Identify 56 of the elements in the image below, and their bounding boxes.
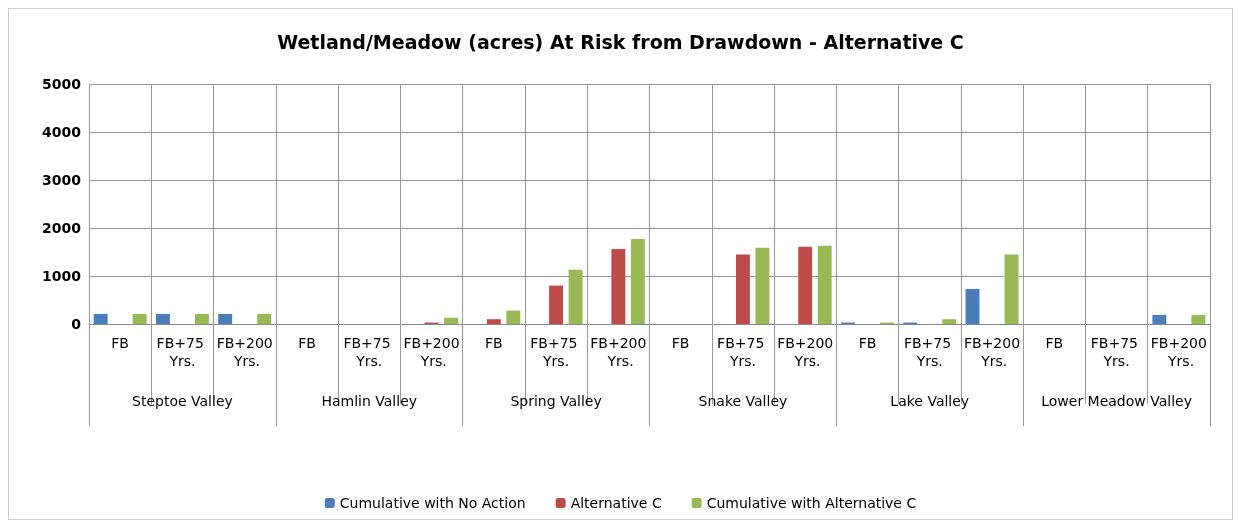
legend-label: Alternative C — [570, 495, 662, 511]
y-tick-label: 5000 — [42, 76, 82, 92]
text: Steptoe Valley — [132, 393, 233, 409]
y-tick-label: 3000 — [42, 172, 82, 188]
bar — [194, 313, 209, 324]
bar — [817, 245, 832, 324]
x-tick-label: FB+75 Yrs. — [1090, 335, 1143, 369]
x-tick-label: FB+200 Yrs. — [590, 335, 647, 369]
bar — [630, 239, 645, 324]
y-tick-label: 2000 — [42, 220, 82, 236]
legend-label: Cumulative with Alternative C — [706, 495, 917, 511]
x-tick-label: FB+200 Yrs. — [403, 335, 460, 369]
text: Spring Valley — [510, 393, 602, 409]
y-tick-label: 1000 — [42, 268, 82, 284]
x-tick-label: FB — [484, 335, 503, 351]
bar — [93, 313, 108, 324]
bar — [444, 317, 458, 324]
bar — [549, 285, 564, 324]
bar — [611, 249, 626, 324]
bar — [965, 288, 980, 324]
bar — [568, 269, 583, 324]
chart-title: Wetland/Meadow (acres) At Risk from Drawdown - Alternative C — [277, 30, 964, 53]
bar — [218, 313, 233, 324]
bar — [155, 313, 170, 324]
bar — [755, 247, 770, 324]
bar — [798, 246, 813, 324]
x-tick-label: FB+200 Yrs. — [777, 335, 834, 369]
bar — [1004, 254, 1019, 324]
x-tick-label: FB+75 Yrs. — [903, 335, 956, 369]
x-tick-label: FB+200 Yrs. — [963, 335, 1021, 369]
legend-label: Cumulative with No Action — [339, 495, 526, 511]
x-tick-label: FB+200 Yrs. — [1150, 335, 1207, 369]
text: Snake Valley — [698, 393, 788, 409]
bar — [257, 313, 272, 324]
x-tick-label: FB — [858, 335, 877, 351]
x-tick-label: FB+75 Yrs. — [156, 335, 209, 369]
bar — [1152, 314, 1167, 324]
x-tick-label: FB — [111, 335, 129, 351]
x-tick-label: FB — [298, 335, 316, 351]
y-tick-label: 0 — [71, 316, 82, 332]
x-tick-label: FB+75 Yrs. — [530, 335, 582, 369]
text: Lake Valley — [890, 393, 970, 409]
text: Hamlin Valley — [321, 393, 418, 409]
y-tick-label: 4000 — [42, 124, 82, 140]
x-tick-label: FB+75 Yrs. — [343, 335, 396, 369]
bar — [506, 310, 521, 324]
x-tick-label: FB — [1045, 335, 1064, 351]
bar — [1191, 314, 1206, 324]
text: Lower Meadow Valley — [1041, 393, 1192, 409]
bar — [942, 319, 957, 324]
x-tick-label: FB — [671, 335, 690, 351]
x-tick-label: FB+75 Yrs. — [717, 335, 769, 369]
bar — [735, 254, 750, 324]
bar — [132, 313, 147, 324]
bar — [486, 319, 501, 324]
x-tick-label: FB+200 Yrs. — [216, 335, 273, 369]
